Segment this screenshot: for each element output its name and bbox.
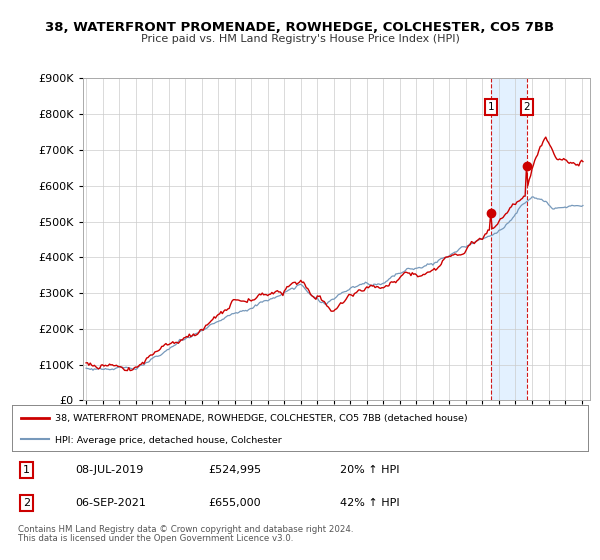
Text: 42% ↑ HPI: 42% ↑ HPI — [340, 498, 400, 508]
Text: 2: 2 — [23, 498, 30, 508]
Bar — [491, 78, 527, 400]
Text: This data is licensed under the Open Government Licence v3.0.: This data is licensed under the Open Gov… — [18, 534, 293, 543]
Text: 08-JUL-2019: 08-JUL-2019 — [76, 465, 144, 475]
Text: £524,995: £524,995 — [208, 465, 261, 475]
Text: 1: 1 — [23, 465, 30, 475]
Text: 38, WATERFRONT PROMENADE, ROWHEDGE, COLCHESTER, CO5 7BB (detached house): 38, WATERFRONT PROMENADE, ROWHEDGE, COLC… — [55, 414, 468, 423]
Text: 06-SEP-2021: 06-SEP-2021 — [76, 498, 146, 508]
Text: Contains HM Land Registry data © Crown copyright and database right 2024.: Contains HM Land Registry data © Crown c… — [18, 525, 353, 534]
Text: 1: 1 — [488, 102, 494, 112]
Text: HPI: Average price, detached house, Colchester: HPI: Average price, detached house, Colc… — [55, 436, 282, 445]
Text: 38, WATERFRONT PROMENADE, ROWHEDGE, COLCHESTER, CO5 7BB: 38, WATERFRONT PROMENADE, ROWHEDGE, COLC… — [46, 21, 554, 34]
Text: £655,000: £655,000 — [208, 498, 260, 508]
Text: 20% ↑ HPI: 20% ↑ HPI — [340, 465, 400, 475]
Text: 2: 2 — [523, 102, 530, 112]
Text: Price paid vs. HM Land Registry's House Price Index (HPI): Price paid vs. HM Land Registry's House … — [140, 34, 460, 44]
